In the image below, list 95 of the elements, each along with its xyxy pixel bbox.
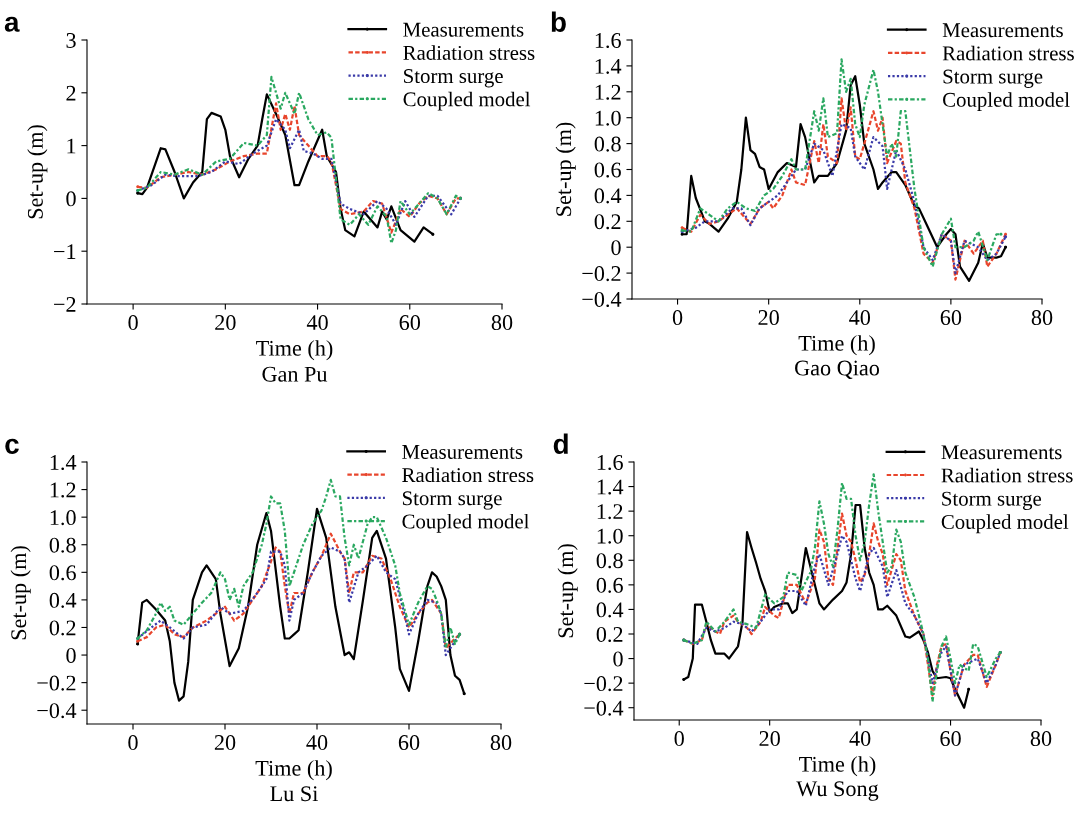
x-tick-label: 80 — [491, 315, 513, 331]
legend-label: Storm surge — [402, 491, 502, 510]
y-tick-label: 0 — [66, 191, 76, 207]
legend-label: Storm surge — [943, 69, 1043, 88]
y-tick-label: 0 — [611, 240, 621, 256]
y-axis-title: Set-up (m) — [557, 544, 578, 638]
y-tick-label: 1.0 — [595, 110, 621, 126]
legend-label: Coupled model — [943, 92, 1070, 112]
x-tick-label: 60 — [398, 735, 420, 751]
y-axis-title: Set-up (m) — [27, 125, 48, 219]
y-tick-label: 1.2 — [50, 482, 76, 498]
y-tick-label: 0.4 — [596, 602, 624, 618]
text: Gao Qiao — [795, 360, 880, 379]
legend-label: Measurements — [941, 445, 1062, 460]
y-tick-label: −0.2 — [584, 676, 623, 692]
x-tick-label: 0 — [128, 735, 138, 751]
y-tick-label: 2 — [66, 85, 76, 101]
point — [967, 687, 971, 691]
x-tick-label: 60 — [940, 310, 962, 326]
y-tick-label: 0.4 — [594, 188, 622, 204]
y-tick-label: 1.0 — [597, 528, 623, 544]
y-tick-label: 0.2 — [594, 214, 621, 230]
y-tick-label: −0.4 — [582, 291, 622, 308]
x-tick-label: 20 — [215, 315, 236, 331]
legend-label: Storm surge — [404, 69, 503, 88]
y-tick-label: −0.2 — [37, 675, 76, 691]
y-tick-label: 0.8 — [596, 553, 623, 569]
x-tick-label: 40 — [849, 731, 871, 747]
y-tick-label: 0 — [66, 647, 76, 663]
legend-label: Storm surge — [942, 491, 1042, 510]
x-tick-label: 80 — [1031, 310, 1053, 326]
chart-title: a — [4, 16, 20, 32]
x-tick-label: 40 — [306, 315, 328, 331]
y-tick-label: 1.6 — [595, 32, 621, 49]
y-tick-label: 0.2 — [596, 626, 623, 643]
point — [1004, 245, 1008, 249]
text: Lu Si — [270, 786, 318, 802]
y-tick-label: 0 — [613, 651, 623, 667]
y-tick-label: 1.2 — [597, 504, 623, 520]
x-axis-title: Time (h) — [255, 760, 332, 781]
chart-title: c — [5, 438, 19, 454]
x-tick-label: 20 — [758, 310, 779, 326]
point — [431, 232, 435, 236]
x-tick-label: 40 — [849, 310, 871, 326]
x-tick-label: 80 — [490, 735, 512, 751]
x-axis-title: Time (h) — [799, 756, 876, 777]
legend-label: Measurements — [403, 22, 524, 37]
x-tick-label: 0 — [128, 315, 138, 331]
y-tick-label: −0.4 — [584, 700, 624, 716]
x-axis-title: Time (h) — [798, 335, 875, 356]
x-tick-label: 20 — [759, 731, 780, 747]
legend-label: Radiation stress — [402, 467, 534, 483]
x-axis-title: Time (h) — [256, 340, 333, 361]
legend-label: Measurements — [402, 445, 523, 459]
y-tick-label: 1.2 — [595, 84, 621, 100]
y-tick-label: 0.6 — [49, 565, 76, 581]
x-tick-label: 40 — [306, 735, 328, 751]
legend-label: Radiation stress — [403, 45, 535, 60]
point — [682, 677, 686, 681]
y-tick-label: 1.4 — [597, 479, 624, 495]
x-tick-label: 60 — [940, 731, 961, 747]
x-tick-label: 60 — [399, 315, 421, 331]
y-tick-label: 1 — [67, 138, 76, 154]
y-tick-label: −0.4 — [37, 703, 77, 719]
legend-label: Coupled model — [402, 513, 530, 533]
y-axis-title: Set-up (m) — [10, 546, 31, 640]
chart-title: b — [551, 11, 566, 32]
x-tick-label: 20 — [214, 735, 236, 751]
legend-label: Coupled model — [941, 514, 1069, 534]
y-tick-label: 0.2 — [49, 620, 76, 636]
text: Wu Song — [796, 781, 879, 801]
y-tick-label: −2 — [54, 296, 76, 312]
y-tick-label: 0.8 — [49, 537, 76, 553]
point — [462, 692, 466, 696]
x-tick-label: 0 — [674, 731, 684, 747]
legend-label: Radiation stress — [941, 467, 1073, 483]
legend-label: Measurements — [942, 23, 1063, 38]
legend-label: Coupled model — [403, 91, 531, 111]
legend-label: Radiation stress — [942, 45, 1074, 61]
text: Gan Pu — [262, 366, 328, 382]
y-tick-label: 1.4 — [595, 58, 622, 74]
y-tick-label: 3 — [66, 32, 76, 48]
y-tick-label: 0.6 — [596, 577, 623, 593]
y-tick-label: 1.6 — [597, 454, 623, 471]
y-tick-label: 0.6 — [594, 162, 621, 178]
x-tick-label: 0 — [672, 310, 683, 326]
y-axis-title: Set-up (m) — [555, 122, 576, 216]
x-tick-label: 80 — [1030, 731, 1052, 747]
chart-title: d — [553, 433, 568, 454]
y-tick-label: −1 — [54, 244, 76, 259]
y-tick-label: 0.8 — [594, 136, 621, 152]
y-tick-label: −0.2 — [582, 266, 621, 282]
y-tick-label: 1.4 — [50, 455, 77, 471]
y-tick-label: 0.4 — [49, 592, 77, 608]
y-tick-label: 1.0 — [50, 510, 76, 526]
